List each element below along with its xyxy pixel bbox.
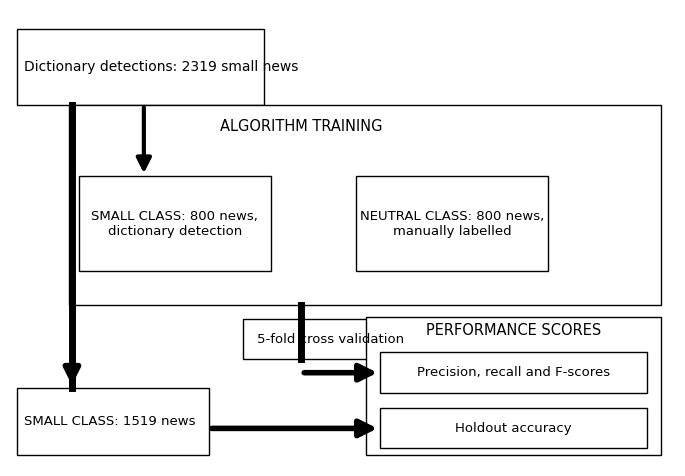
FancyBboxPatch shape: [17, 29, 264, 105]
Text: NEUTRAL CLASS: 800 news,
manually labelled: NEUTRAL CLASS: 800 news, manually labell…: [360, 210, 544, 238]
Text: SMALL CLASS: 1519 news: SMALL CLASS: 1519 news: [24, 415, 195, 428]
FancyBboxPatch shape: [380, 408, 647, 448]
Text: 5-fold cross validation: 5-fold cross validation: [257, 333, 403, 346]
Text: PERFORMANCE SCORES: PERFORMANCE SCORES: [426, 323, 601, 338]
FancyBboxPatch shape: [17, 388, 209, 455]
Text: SMALL CLASS: 800 news,
dictionary detection: SMALL CLASS: 800 news, dictionary detect…: [91, 210, 258, 238]
Text: Precision, recall and F-scores: Precision, recall and F-scores: [417, 366, 610, 379]
FancyBboxPatch shape: [243, 319, 418, 359]
FancyBboxPatch shape: [79, 176, 271, 271]
FancyBboxPatch shape: [68, 105, 661, 305]
FancyBboxPatch shape: [356, 176, 548, 271]
Text: Holdout accuracy: Holdout accuracy: [456, 422, 572, 435]
Text: Dictionary detections: 2319 small news: Dictionary detections: 2319 small news: [24, 60, 299, 74]
FancyBboxPatch shape: [366, 317, 661, 455]
FancyBboxPatch shape: [380, 352, 647, 393]
Text: ALGORITHM TRAINING: ALGORITHM TRAINING: [220, 119, 383, 134]
